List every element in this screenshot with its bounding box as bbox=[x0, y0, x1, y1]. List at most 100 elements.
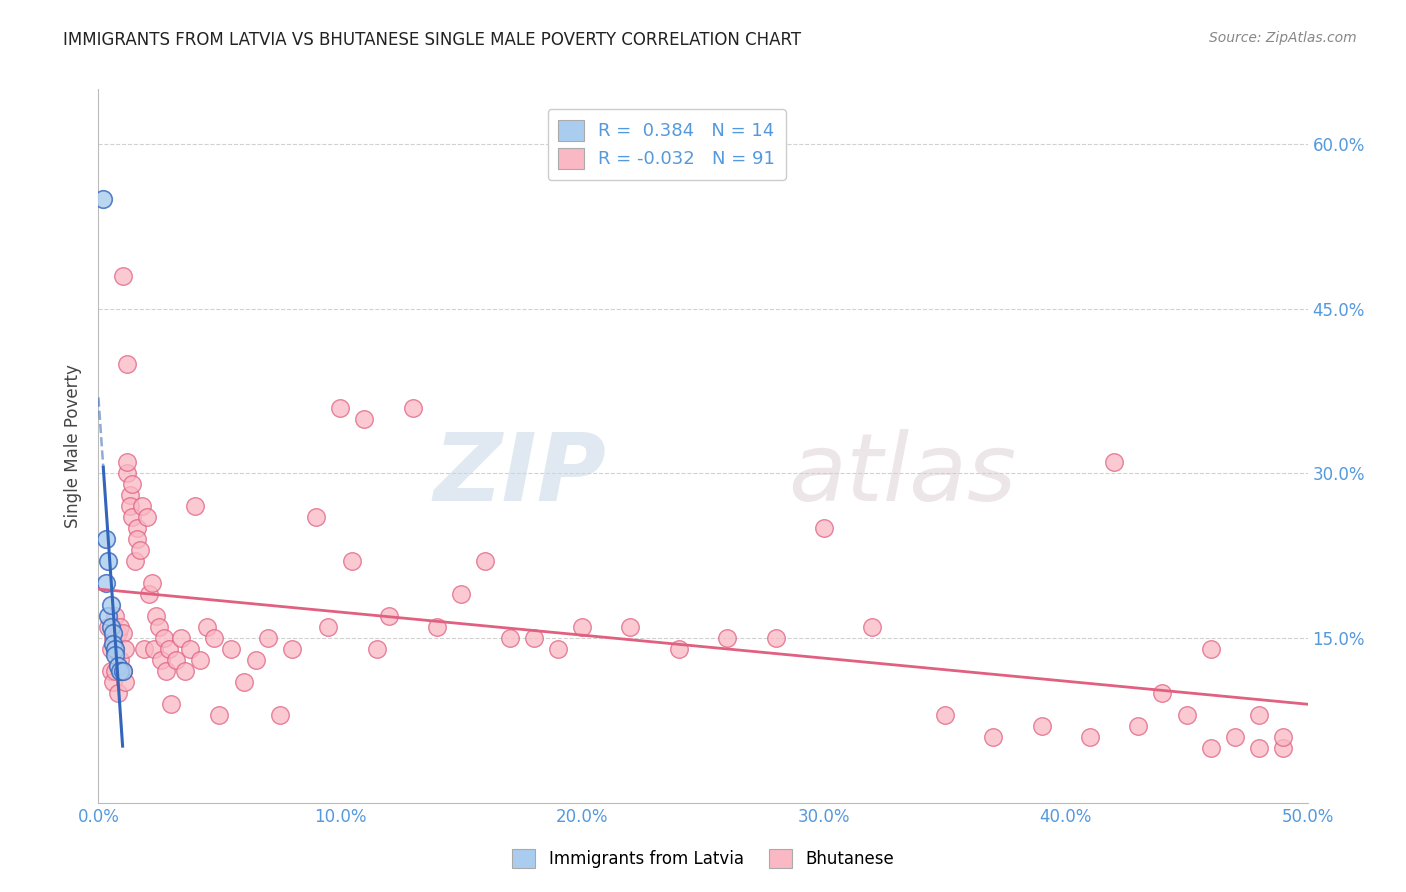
Point bbox=[1272, 740, 1295, 755]
Point bbox=[342, 554, 364, 568]
Point bbox=[101, 625, 124, 640]
Legend: Immigrants from Latvia, Bhutanese: Immigrants from Latvia, Bhutanese bbox=[505, 842, 901, 875]
Point bbox=[179, 642, 201, 657]
Point bbox=[169, 631, 191, 645]
Point bbox=[101, 637, 124, 651]
Point bbox=[329, 401, 352, 415]
Point bbox=[860, 620, 883, 634]
Point bbox=[188, 653, 211, 667]
Y-axis label: Single Male Poverty: Single Male Poverty bbox=[65, 364, 83, 528]
Point bbox=[152, 631, 174, 645]
Point bbox=[245, 653, 267, 667]
Point bbox=[1272, 730, 1295, 744]
Point bbox=[1078, 730, 1101, 744]
Point bbox=[97, 609, 120, 624]
Point bbox=[221, 642, 243, 657]
Point bbox=[232, 675, 254, 690]
Point bbox=[111, 664, 134, 678]
Point bbox=[204, 631, 226, 645]
Point bbox=[165, 653, 187, 667]
Point bbox=[131, 500, 153, 514]
Text: ZIP: ZIP bbox=[433, 428, 606, 521]
Point bbox=[114, 642, 136, 657]
Point bbox=[141, 576, 163, 591]
Point bbox=[127, 521, 149, 535]
Point bbox=[108, 664, 131, 678]
Point bbox=[174, 664, 197, 678]
Point bbox=[155, 664, 177, 678]
Point bbox=[1199, 642, 1222, 657]
Point bbox=[117, 357, 139, 371]
Point bbox=[101, 675, 124, 690]
Point bbox=[150, 653, 173, 667]
Point bbox=[100, 620, 122, 634]
Point bbox=[108, 653, 131, 667]
Point bbox=[100, 598, 122, 612]
Point bbox=[121, 477, 143, 491]
Point bbox=[111, 625, 134, 640]
Point bbox=[981, 730, 1004, 744]
Point bbox=[117, 467, 139, 481]
Point bbox=[813, 521, 835, 535]
Point bbox=[138, 587, 160, 601]
Point bbox=[104, 642, 127, 657]
Point bbox=[474, 554, 496, 568]
Point bbox=[450, 587, 472, 601]
Point bbox=[100, 642, 122, 657]
Point bbox=[1128, 719, 1150, 733]
Point bbox=[716, 631, 738, 645]
Point bbox=[184, 500, 207, 514]
Point bbox=[104, 609, 127, 624]
Point bbox=[97, 620, 120, 634]
Point bbox=[134, 642, 156, 657]
Point bbox=[402, 401, 425, 415]
Point bbox=[111, 268, 134, 283]
Point bbox=[104, 642, 127, 657]
Point bbox=[353, 411, 375, 425]
Point bbox=[1175, 708, 1198, 723]
Point bbox=[100, 664, 122, 678]
Point bbox=[547, 642, 569, 657]
Point bbox=[1152, 686, 1174, 700]
Point bbox=[523, 631, 546, 645]
Point bbox=[269, 708, 291, 723]
Point bbox=[281, 642, 304, 657]
Point bbox=[91, 192, 114, 206]
Point bbox=[305, 510, 328, 524]
Point bbox=[1199, 740, 1222, 755]
Point bbox=[148, 620, 170, 634]
Point bbox=[668, 642, 690, 657]
Point bbox=[195, 620, 218, 634]
Point bbox=[114, 675, 136, 690]
Point bbox=[108, 620, 131, 634]
Point bbox=[1102, 455, 1125, 469]
Point bbox=[107, 625, 129, 640]
Point bbox=[135, 510, 157, 524]
Point bbox=[765, 631, 787, 645]
Point bbox=[934, 708, 956, 723]
Point bbox=[1249, 740, 1271, 755]
Point bbox=[498, 631, 520, 645]
Point bbox=[104, 664, 127, 678]
Point bbox=[118, 500, 141, 514]
Text: atlas: atlas bbox=[787, 429, 1017, 520]
Point bbox=[124, 554, 146, 568]
Point bbox=[94, 576, 117, 591]
Point bbox=[97, 554, 120, 568]
Point bbox=[94, 533, 117, 547]
Point bbox=[377, 609, 399, 624]
Point bbox=[128, 543, 150, 558]
Point bbox=[256, 631, 278, 645]
Point bbox=[145, 609, 167, 624]
Point bbox=[426, 620, 449, 634]
Point bbox=[143, 642, 166, 657]
Text: IMMIGRANTS FROM LATVIA VS BHUTANESE SINGLE MALE POVERTY CORRELATION CHART: IMMIGRANTS FROM LATVIA VS BHUTANESE SING… bbox=[63, 31, 801, 49]
Point bbox=[1223, 730, 1246, 744]
Point bbox=[118, 488, 141, 502]
Point bbox=[111, 664, 134, 678]
Point bbox=[208, 708, 231, 723]
Point bbox=[366, 642, 388, 657]
Point bbox=[107, 658, 129, 673]
Legend: R =  0.384   N = 14, R = -0.032   N = 91: R = 0.384 N = 14, R = -0.032 N = 91 bbox=[547, 109, 786, 179]
Point bbox=[619, 620, 641, 634]
